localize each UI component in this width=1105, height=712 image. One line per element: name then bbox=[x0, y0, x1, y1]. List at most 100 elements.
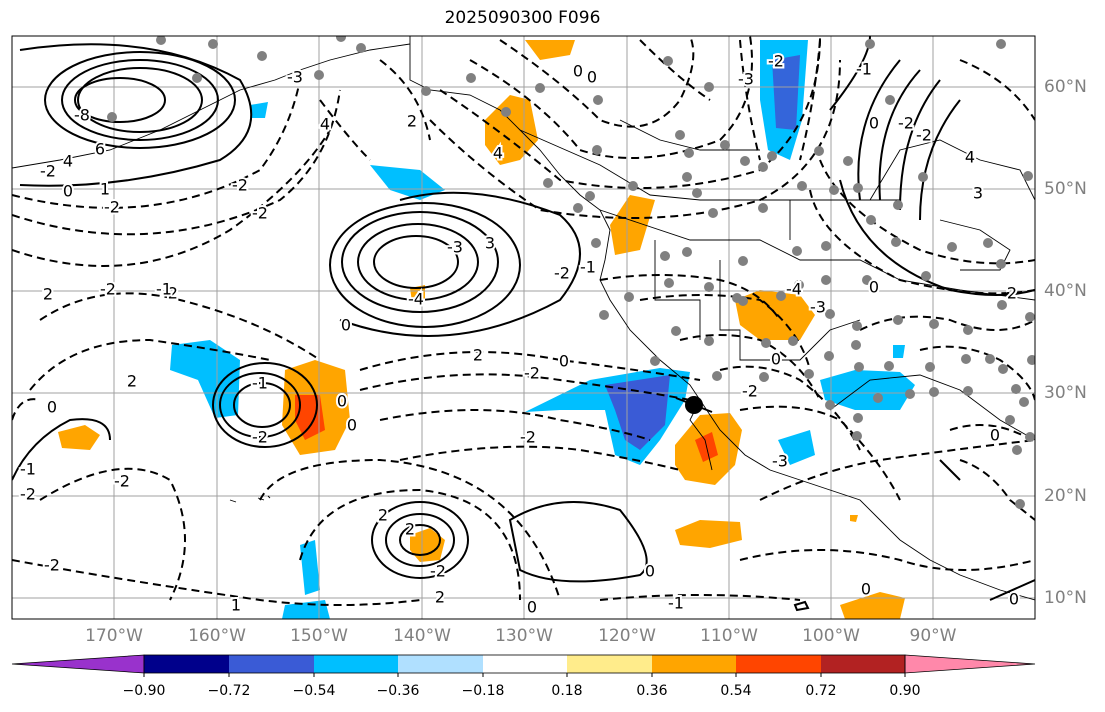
contour-label: -2 bbox=[252, 204, 268, 223]
contour-line bbox=[639, 294, 811, 371]
contour-line bbox=[12, 559, 421, 606]
station-dot bbox=[921, 271, 931, 281]
latitude-label: 40°N bbox=[1044, 281, 1087, 301]
station-dot bbox=[963, 325, 973, 335]
station-dot bbox=[983, 238, 993, 248]
station-dots bbox=[107, 36, 1035, 509]
contour-line bbox=[759, 439, 1035, 501]
contour-line bbox=[329, 202, 521, 328]
station-dot bbox=[814, 146, 824, 156]
contour-line bbox=[359, 373, 691, 401]
station-dot bbox=[156, 36, 166, 45]
contour-label: 3 bbox=[485, 234, 495, 253]
station-dot bbox=[905, 389, 915, 399]
colorbar-segment bbox=[144, 655, 229, 673]
colorbar-segment bbox=[821, 655, 905, 673]
contour-line bbox=[959, 59, 1035, 121]
contour-label: -1 bbox=[156, 280, 172, 299]
map-frame bbox=[11, 35, 1036, 620]
contour-line bbox=[44, 51, 236, 149]
station-dot bbox=[893, 200, 903, 210]
contour-label: 0 bbox=[990, 426, 1000, 445]
contour-label: -2 bbox=[742, 382, 758, 401]
colorbar bbox=[11, 654, 1036, 677]
latitude-label: 30°N bbox=[1044, 383, 1087, 403]
contour-line bbox=[839, 179, 1035, 296]
station-dot bbox=[804, 369, 814, 379]
contour-label: 2 bbox=[407, 112, 417, 131]
station-dot bbox=[824, 351, 834, 361]
colorbar-tick-label: 0.90 bbox=[889, 683, 921, 699]
contour-line bbox=[212, 362, 318, 448]
station-dot bbox=[873, 393, 883, 403]
station-dot bbox=[740, 156, 750, 166]
contour-label: 0 bbox=[1009, 590, 1019, 609]
station-dot bbox=[708, 208, 718, 218]
latitude-label: 50°N bbox=[1044, 179, 1087, 199]
station-dot bbox=[758, 162, 768, 172]
station-dot bbox=[593, 95, 603, 105]
contour-label: -2 bbox=[520, 428, 536, 447]
station-dot bbox=[821, 275, 831, 285]
contour-label: 2 bbox=[473, 346, 483, 365]
contour-label: -3 bbox=[287, 68, 303, 87]
station-dot bbox=[704, 336, 714, 346]
station-dot bbox=[792, 246, 802, 256]
contour-label: -3 bbox=[772, 452, 788, 471]
contour-line bbox=[379, 409, 651, 441]
contour-line bbox=[339, 191, 581, 337]
station-dot bbox=[664, 278, 674, 288]
station-dot bbox=[738, 256, 748, 266]
colorbar-tick-label: −0.18 bbox=[461, 683, 505, 699]
station-dot bbox=[758, 203, 768, 213]
contour-line bbox=[357, 223, 479, 301]
longitude-label: 100°W bbox=[802, 626, 860, 646]
station-dot bbox=[794, 280, 804, 290]
station-dot bbox=[336, 36, 346, 42]
contour-label: 0 bbox=[47, 398, 57, 417]
contour-label: -2 bbox=[916, 126, 932, 145]
station-dot bbox=[1015, 499, 1025, 509]
longitude-label: 90°W bbox=[909, 626, 957, 646]
contour-line bbox=[219, 372, 301, 438]
station-dot bbox=[759, 372, 769, 382]
station-dot bbox=[208, 39, 218, 49]
station-dot bbox=[704, 82, 714, 92]
contour-line bbox=[19, 43, 253, 187]
contour-label: 4 bbox=[320, 115, 330, 134]
station-dot bbox=[893, 315, 903, 325]
contour-label: 2 bbox=[43, 285, 53, 304]
longitude-label: 150°W bbox=[290, 626, 348, 646]
contour-label: 2 bbox=[435, 588, 445, 607]
contour-label: -2 bbox=[40, 162, 56, 181]
positive-shading-region bbox=[58, 425, 100, 450]
contour-line bbox=[739, 405, 901, 501]
station-dot bbox=[660, 251, 670, 261]
station-dot bbox=[1019, 397, 1029, 407]
contour-label: 0 bbox=[527, 598, 537, 617]
station-dot bbox=[797, 181, 807, 191]
negative-shading-region bbox=[370, 165, 445, 200]
negative-shading-region bbox=[778, 430, 815, 465]
station-dot bbox=[599, 310, 609, 320]
positive-shading-region bbox=[485, 95, 538, 165]
contour-label: 0 bbox=[869, 114, 879, 133]
station-dot bbox=[466, 73, 476, 83]
contour-label: 1 bbox=[231, 596, 241, 615]
contour-line bbox=[739, 39, 821, 161]
contour-label: -2 bbox=[162, 284, 178, 303]
contour-label: -1 bbox=[580, 258, 596, 277]
station-dot bbox=[998, 364, 1008, 374]
negative-shading-region bbox=[300, 540, 320, 595]
contour-label: -4 bbox=[408, 290, 424, 309]
contour-label: -2 bbox=[100, 280, 116, 299]
contour-label: 4 bbox=[965, 148, 975, 167]
contour-label: -1 bbox=[668, 594, 684, 613]
negative-shading-region bbox=[893, 345, 905, 358]
contour-label: 2 bbox=[1007, 284, 1017, 303]
contour-line bbox=[508, 501, 648, 583]
negative-shading-region bbox=[772, 55, 800, 130]
station-dot bbox=[1025, 312, 1035, 322]
contour-label: -2 bbox=[768, 52, 784, 71]
